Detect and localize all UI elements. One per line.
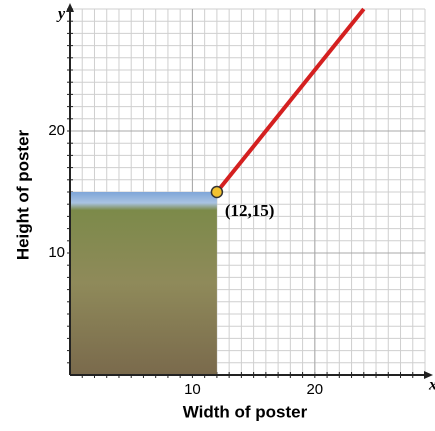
y-tick-label: 20 bbox=[48, 122, 65, 139]
x-tick-label: 20 bbox=[306, 381, 323, 398]
y-tick-label: 10 bbox=[48, 244, 65, 261]
x-tick-label: 10 bbox=[184, 381, 201, 398]
line bbox=[215, 7, 366, 194]
annotation: (12,15) bbox=[225, 201, 275, 220]
y-axis-name: y bbox=[56, 6, 66, 23]
x-axis-label: Width of poster bbox=[183, 402, 308, 421]
plot: (12,15) bbox=[71, 7, 366, 374]
x-axis-arrow bbox=[424, 371, 433, 379]
y-axis-arrow bbox=[66, 3, 74, 12]
x-axis-name: x bbox=[428, 377, 435, 394]
poster-image bbox=[71, 192, 217, 374]
y-axis-label: Height of poster bbox=[13, 129, 32, 260]
point bbox=[210, 185, 224, 199]
